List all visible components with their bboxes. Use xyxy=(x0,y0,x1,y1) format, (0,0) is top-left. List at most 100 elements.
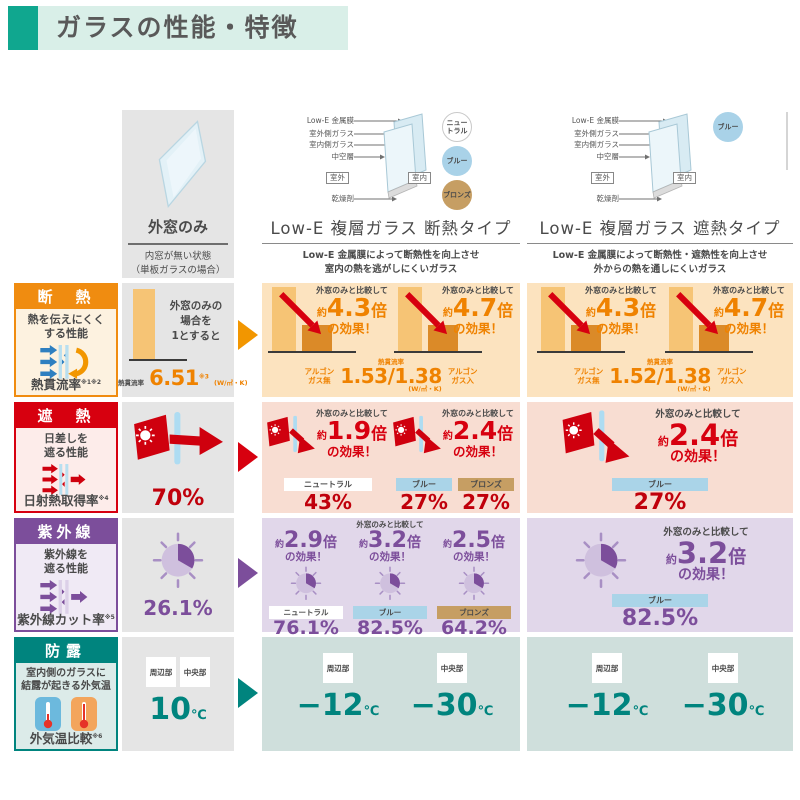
position-badge: 中央部 xyxy=(180,657,210,687)
double-glass-icon xyxy=(358,112,438,207)
compare-text: 外窓のみと比較して xyxy=(655,409,741,420)
compare-text: 外窓のみと比較して xyxy=(585,286,657,295)
sun-blocked-icon xyxy=(392,410,442,468)
result-pct: 82.5% xyxy=(621,606,699,631)
effect-value: 約3.2倍 xyxy=(665,535,747,570)
row-arrow-condensation xyxy=(238,678,258,708)
bar-chart-panel: 外窓のみと比較して 約4.3倍 の効果！ xyxy=(535,286,659,359)
argon-without-label: アルゴン ガス無 xyxy=(304,366,335,385)
compare-text: 外窓のみと比較して xyxy=(356,520,424,529)
shading-panel: 外窓のみと比較して 約2.4倍 の効果！ xyxy=(392,408,516,478)
effect-value: 約2.5倍 xyxy=(443,528,505,553)
dannetsu-insulation-cell: 外窓のみと比較して 約4.3倍 の効果！ 外窓のみと比較して 約4.7倍 の効果… xyxy=(262,283,520,397)
column-baseline-header: 外窓のみ 内窓が無い状態 （単板ガラスの場合） xyxy=(122,110,234,278)
thermometer-warm-icon xyxy=(71,697,97,731)
uv-panel-neutral: 約2.9倍 の効果！ ニュートラル 76.1% xyxy=(266,521,346,638)
uv-pie-icon xyxy=(150,530,206,588)
diagram-label-desiccant: 乾燥剤 xyxy=(596,194,620,203)
row-arrow-insulation xyxy=(238,320,258,350)
result-blue: ブルー 82.5% xyxy=(612,594,708,631)
row-arrow-uv xyxy=(238,558,258,588)
column-baseline-note: 内窓が無い状態 （単板ガラスの場合） xyxy=(130,251,226,277)
baseline-uv-cell: 26.1% xyxy=(122,518,234,632)
row-shading-desc: 日差しを 遮る性能 xyxy=(44,432,88,460)
effect-value: 約1.9倍 xyxy=(316,416,388,446)
sun-through-glass-icon xyxy=(132,412,226,470)
chart-baseline xyxy=(268,351,356,353)
glass-color-badge: ニュートラル xyxy=(284,478,372,491)
effect-label: の効果！ xyxy=(326,443,377,459)
sun-blocked-icon xyxy=(561,410,631,476)
shanetsu-shading-cell: 外窓のみと比較して 約2.4倍 の効果！ ブルー 27% xyxy=(527,402,793,515)
result-pct: 76.1% xyxy=(273,616,339,639)
row-arrow-shading xyxy=(238,442,258,472)
compare-text: 外窓のみと比較して xyxy=(663,527,749,538)
rule xyxy=(527,243,793,244)
single-glass-icon xyxy=(147,116,209,212)
row-uv-label-box: 紫外線 紫外線を 遮る性能 紫外線カット率※5 xyxy=(14,518,118,632)
dannetsu-shading-cell: 外窓のみと比較して 約1.9倍 の効果！ ニュートラル 43% 外窓のみと比較し… xyxy=(262,402,520,513)
row-uv-desc: 紫外線を 遮る性能 xyxy=(44,548,88,576)
diagram-label-air-layer: 中空層 xyxy=(331,152,355,161)
shanetsu-insulation-cell: 外窓のみと比較して 約4.3倍 の効果！ 外窓のみと比較して 約4.7倍 の効果… xyxy=(527,283,793,397)
effect-label: の効果！ xyxy=(452,443,503,459)
shading-panel: 外窓のみと比較して 約1.9倍 の効果！ xyxy=(266,408,390,478)
row-uv-metric: 紫外線カット率※5 xyxy=(17,611,115,627)
effect-value: 約2.4倍 xyxy=(657,417,739,452)
row-condensation-label-box: 防露 室内側のガラスに 結露が起きる外気温 外気温比較※6 xyxy=(14,637,118,751)
result-pct: 64.2% xyxy=(441,616,507,639)
temp-group-edge: 周辺部 −12℃ xyxy=(288,653,388,721)
effect-label: の効果！ xyxy=(453,551,495,563)
result-pct: 27% xyxy=(633,490,687,515)
uv-pie-icon xyxy=(373,565,407,600)
effect-value: 約3.2倍 xyxy=(359,528,421,553)
row-condensation-desc: 室内側のガラスに 結露が起きる外気温 xyxy=(21,668,111,692)
column-shanetsu-header: Low-E 金属膜 室外側ガラス 室内側ガラス 中空層 乾燥剤 室外 室内 ブル… xyxy=(527,110,793,278)
effect-label: の効果！ xyxy=(452,320,503,336)
row-condensation-heading: 防露 xyxy=(16,639,116,663)
result-bronze: ブロンズ 27% xyxy=(458,478,514,513)
compare-text: 外窓のみと比較して xyxy=(442,409,514,418)
column-shanetsu-desc: Low-E 金属膜によって断熱性・遮熱性を向上させ 外からの熱を通しにくいガラス xyxy=(552,250,768,276)
column-shanetsu-title: Low-E 複層ガラス 遮熱タイプ xyxy=(539,219,781,238)
divider xyxy=(128,243,228,245)
double-glass-icon xyxy=(623,112,703,207)
result-pct: 43% xyxy=(304,490,352,514)
diagram-label-desiccant: 乾燥剤 xyxy=(331,194,355,203)
position-badge: 周辺部 xyxy=(592,653,622,683)
uv-panel-blue: 外窓のみと比較して 約3.2倍 の効果！ ブルー 82.5% xyxy=(350,521,430,638)
bar-chart-panel: 外窓のみと比較して 約4.3倍 の効果！ xyxy=(266,286,390,359)
outside-label: 室外 xyxy=(591,172,614,185)
column-dannetsu-title: Low-E 複層ガラス 断熱タイプ xyxy=(270,219,512,238)
baseline-shading-cell: 70% xyxy=(122,402,234,513)
glass-color-badge: ブルー xyxy=(353,605,427,619)
color-option-blue: ブルー xyxy=(442,146,472,176)
diagram-label-lowe-film: Low-E 金属膜 xyxy=(571,116,619,125)
uv-icon xyxy=(34,580,98,614)
dannetsu-condensation-cell: 周辺部 −12℃ 中央部 −30℃ xyxy=(262,637,520,751)
insulation-icon xyxy=(34,345,98,379)
uvalue: 熱貫流率 1.52/1.38 (W/㎡・K) xyxy=(609,358,711,393)
diagram-label-inner-glass: 室内側ガラス xyxy=(309,140,354,149)
uvalue-row: アルゴン ガス無 熱貫流率 1.52/1.38 (W/㎡・K) アルゴン ガス入 xyxy=(527,359,793,392)
argon-with-label: アルゴン ガス入 xyxy=(447,366,478,385)
glass-color-badge: ブロンズ xyxy=(458,478,514,491)
bar-chart-panel: 外窓のみと比較して 約4.7倍 の効果！ xyxy=(392,286,516,359)
compare-text: 外窓のみと比較して xyxy=(713,286,785,295)
position-badge: 周辺部 xyxy=(323,653,353,683)
temp-group-center: 中央部 −30℃ xyxy=(673,653,773,721)
chart-baseline xyxy=(129,359,187,361)
glass-color-badge: ブルー xyxy=(612,594,708,607)
effect-label: の効果！ xyxy=(723,320,774,336)
temp-group-center: 中央部 −30℃ xyxy=(402,653,502,721)
position-badge: 中央部 xyxy=(437,653,467,683)
row-insulation-label-box: 断 熱 熱を伝えにくく する性能 熱貫流率※1※2 xyxy=(14,283,118,397)
diagram-label-outer-glass: 室外側ガラス xyxy=(309,129,354,138)
temp-value: −12℃ xyxy=(565,688,649,723)
position-badge: 周辺部 xyxy=(146,657,176,687)
baseline-condensation-cell: 周辺部 中央部 10℃ xyxy=(122,637,234,751)
effect-label: の効果！ xyxy=(595,320,646,336)
row-insulation-desc: 熱を伝えにくく する性能 xyxy=(27,313,105,341)
uv-pie-icon xyxy=(457,565,491,600)
diagram-label-inner-glass: 室内側ガラス xyxy=(574,140,619,149)
